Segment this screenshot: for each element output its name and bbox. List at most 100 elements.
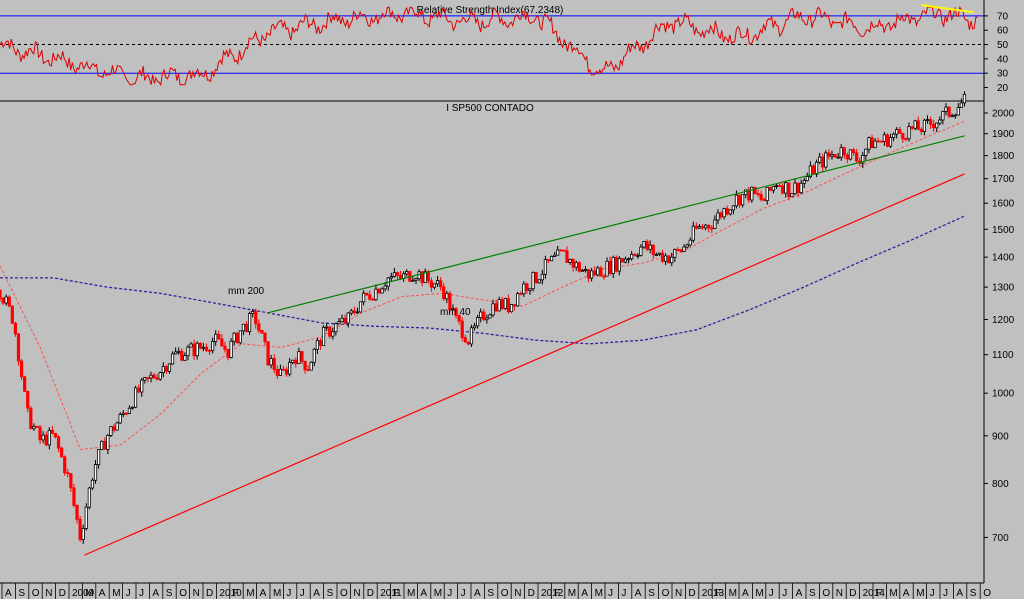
- candle-body: [4, 296, 8, 304]
- candle-body: [69, 473, 73, 489]
- candle-body: [189, 343, 193, 348]
- candle-body: [790, 193, 794, 198]
- rsi-title: Relative Strength Index(67.2348): [417, 5, 564, 16]
- mm40-line: [0, 120, 965, 451]
- candle-body: [805, 176, 809, 182]
- price-tick-label: 2000: [992, 108, 1015, 119]
- x-tick-label: J: [447, 588, 452, 599]
- candle-body: [519, 293, 523, 296]
- candle-body: [140, 379, 144, 393]
- candle-body: [851, 149, 856, 154]
- candle-body: [626, 258, 631, 261]
- candle-body: [10, 305, 14, 324]
- candle-body: [808, 165, 813, 178]
- candle-body: [127, 407, 132, 414]
- x-tick-label: M: [112, 588, 120, 599]
- candle-body: [192, 343, 196, 357]
- candle-body: [768, 186, 772, 191]
- candle-body: [47, 429, 51, 446]
- candle-body: [497, 299, 501, 312]
- candle-body: [633, 253, 637, 256]
- candle-body: [155, 377, 159, 380]
- candle-body: [392, 272, 397, 277]
- candle-body: [303, 360, 307, 371]
- candle-body: [885, 134, 890, 147]
- candle-body: [66, 472, 70, 475]
- candle-body: [278, 368, 283, 376]
- candle-body: [260, 329, 264, 334]
- candle-body: [346, 312, 350, 324]
- x-tick-label: S: [648, 588, 655, 599]
- candle-body: [272, 358, 276, 371]
- candle-body: [839, 147, 843, 158]
- x-tick-label: M: [273, 588, 281, 599]
- candle-body: [266, 341, 270, 366]
- x-tick-label: 2011: [380, 588, 402, 599]
- candle-body: [506, 298, 511, 313]
- candle-body: [870, 137, 874, 149]
- candle-body: [269, 358, 273, 366]
- x-tick-label: N: [514, 588, 521, 599]
- candle-body: [811, 165, 816, 175]
- candle-body: [457, 315, 461, 322]
- rsi-tick-label: 40: [997, 54, 1009, 65]
- candle-body: [247, 313, 252, 333]
- candle-body: [226, 348, 230, 358]
- candle-body: [16, 333, 21, 362]
- candle-body: [676, 249, 680, 251]
- x-tick-label: A: [635, 588, 642, 599]
- candle-body: [688, 239, 692, 246]
- candle-body: [830, 154, 834, 157]
- x-tick-label: A: [742, 588, 749, 599]
- candle-body: [697, 226, 702, 229]
- x-tick-label: O: [983, 588, 991, 599]
- candle-body: [614, 257, 618, 272]
- candle-body: [620, 258, 625, 263]
- candle-body: [876, 140, 880, 143]
- candle-body: [451, 308, 455, 311]
- candle-body: [663, 255, 668, 262]
- candle-body: [257, 323, 261, 331]
- candle-body: [309, 361, 313, 371]
- price-tick-label: 700: [992, 533, 1009, 544]
- x-tick-label: 2010: [219, 588, 242, 599]
- candle-body: [232, 332, 236, 342]
- candle-body: [537, 279, 541, 284]
- candle-body: [682, 246, 686, 252]
- candle-body: [512, 304, 517, 307]
- candle-body: [362, 292, 366, 303]
- candle-body: [488, 314, 492, 319]
- x-tick-label: M: [85, 588, 93, 599]
- candle-body: [180, 350, 184, 361]
- candle-body: [235, 332, 239, 344]
- candle-body: [439, 280, 443, 288]
- candle-body: [904, 138, 908, 141]
- candle-body: [873, 140, 877, 149]
- candle-body: [707, 224, 711, 229]
- price-tick-label: 1800: [992, 151, 1015, 162]
- candle-body: [888, 137, 893, 147]
- candle-body: [673, 249, 677, 258]
- candle-body: [713, 219, 717, 229]
- candle-body: [553, 254, 557, 257]
- candle-body: [170, 353, 175, 365]
- candle-body: [405, 271, 409, 275]
- candle-body: [254, 311, 258, 325]
- candle-body: [540, 273, 544, 281]
- x-tick-label: D: [367, 588, 374, 599]
- candle-body: [802, 180, 806, 184]
- candle-body: [685, 244, 689, 248]
- mm40-label: mm 40: [440, 307, 471, 318]
- candle-body: [53, 432, 58, 438]
- x-tick-label: D: [528, 588, 535, 599]
- x-tick-label: A: [581, 588, 588, 599]
- candle-body: [411, 279, 415, 282]
- candle-body: [229, 340, 233, 358]
- x-tick-label: J: [943, 588, 948, 599]
- candle-body: [454, 308, 458, 316]
- candle-body: [291, 359, 295, 363]
- candle-body: [916, 120, 920, 130]
- candle-body: [590, 270, 594, 279]
- price-candles: [0, 91, 967, 544]
- candle-body: [78, 518, 82, 540]
